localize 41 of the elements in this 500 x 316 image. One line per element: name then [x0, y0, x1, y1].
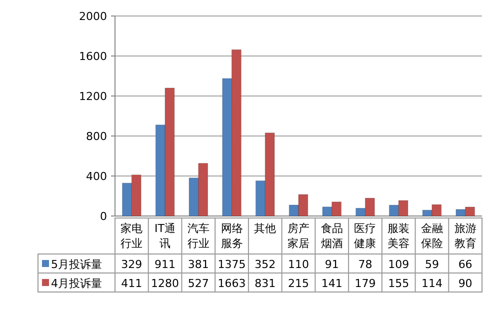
data-label: 141	[321, 277, 342, 290]
x-tick-label: 汽车行业	[187, 222, 210, 250]
data-label: 91	[324, 258, 339, 271]
y-tick-label: 1600	[79, 50, 107, 63]
data-label: 1280	[151, 277, 180, 290]
data-label: 114	[421, 277, 442, 290]
legend-label: 5月投诉量	[51, 258, 102, 271]
data-label: 1663	[218, 277, 246, 290]
data-label: 381	[188, 258, 209, 271]
data-label: 179	[354, 277, 376, 290]
data-label: 831	[254, 277, 276, 290]
y-tick-label: 800	[86, 130, 107, 143]
data-label: 1375	[218, 258, 246, 271]
x-tick-label: 网络服务	[220, 222, 243, 250]
x-tick-label: 家电行业	[120, 222, 143, 250]
y-tick-label: 0	[100, 210, 107, 223]
x-tick-label: IT通讯	[154, 222, 176, 250]
data-label: 66	[458, 258, 472, 271]
data-label: 78	[358, 258, 372, 271]
y-tick-label: 400	[86, 170, 107, 183]
data-label: 527	[188, 277, 209, 290]
y-tick-label: 2000	[79, 10, 107, 23]
x-tick-label: 医疗健康	[354, 222, 376, 250]
data-label: 411	[121, 277, 142, 290]
data-label: 329	[121, 258, 142, 271]
data-label: 59	[424, 258, 439, 271]
legend-label: 4月投诉量	[51, 277, 102, 290]
x-tick-label: 其他	[254, 222, 276, 235]
data-label: 110	[288, 258, 309, 271]
data-label: 90	[458, 277, 472, 290]
y-tick-label: 1200	[79, 90, 107, 103]
data-label: 352	[254, 258, 276, 271]
x-tick-label: 食品烟酒	[320, 222, 343, 250]
x-tick-label: 旅游教育	[454, 222, 476, 250]
data-label: 215	[288, 277, 309, 290]
x-tick-label: 金融保险	[420, 222, 443, 250]
data-label: 109	[388, 258, 410, 271]
data-label: 155	[388, 277, 410, 290]
x-tick-label: 房产家居	[288, 222, 310, 250]
data-label: 911	[154, 258, 176, 271]
x-tick-label: 服装美容	[388, 222, 410, 250]
